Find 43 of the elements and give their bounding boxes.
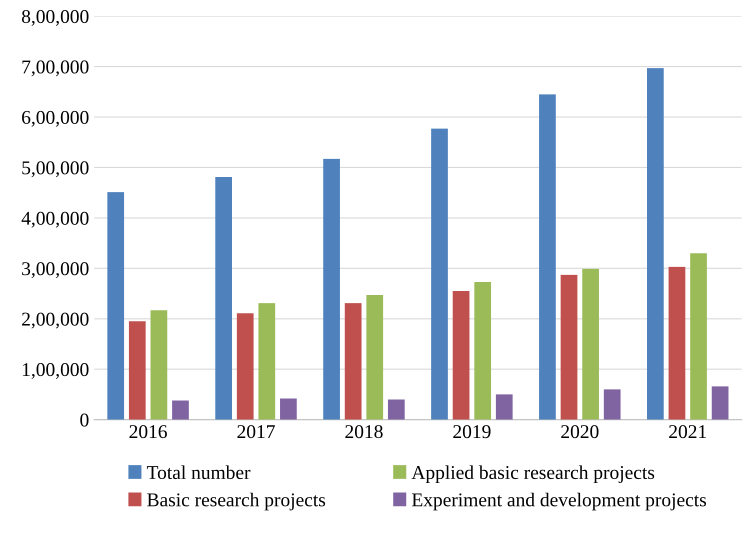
x-tick-label: 2017	[237, 425, 275, 438]
bar	[604, 389, 621, 420]
legend-label: Applied basic research projects	[412, 465, 654, 484]
x-tick-label: 2019	[453, 425, 491, 438]
bar	[388, 399, 405, 420]
bar	[452, 291, 470, 420]
bar	[668, 266, 686, 420]
bar	[496, 394, 513, 420]
bar	[690, 253, 707, 420]
x-tick-label: 2020	[561, 425, 599, 438]
bar	[646, 68, 664, 420]
y-tick-label: 5,00,000	[22, 161, 89, 178]
y-tick-label: 0	[80, 413, 89, 427]
y-tick-label: 4,00,000	[22, 212, 89, 228]
bar	[107, 192, 124, 420]
bar	[560, 274, 578, 420]
bar	[539, 94, 556, 420]
y-tick-label: 1,00,000	[22, 363, 89, 379]
bar	[172, 400, 189, 420]
y-tick-label: 3,00,000	[22, 262, 89, 278]
x-tick-label: 2021	[669, 425, 706, 438]
y-tick-label: 7,00,000	[22, 60, 89, 76]
x-tick-label: 2016	[130, 425, 167, 438]
legend-label: Total number	[146, 465, 250, 480]
bar	[323, 158, 340, 420]
bar	[128, 321, 146, 420]
y-tick-label: 2,00,000	[22, 312, 89, 328]
bar	[366, 295, 384, 420]
y-tick-label: 8,00,000	[22, 10, 89, 26]
bar	[344, 303, 362, 420]
x-tick-label: 2018	[345, 425, 383, 438]
y-tick-label: 6,00,000	[22, 110, 89, 127]
bar	[431, 128, 448, 420]
legend-label: Basic research projects	[147, 492, 326, 510]
bar	[280, 398, 297, 420]
legend-label: Experiment and development projects	[412, 492, 706, 510]
bar	[712, 386, 728, 420]
bar	[150, 310, 168, 420]
bar	[215, 177, 232, 420]
bar	[258, 303, 276, 420]
bar	[474, 282, 492, 420]
bar	[236, 313, 254, 420]
bar	[582, 268, 599, 420]
